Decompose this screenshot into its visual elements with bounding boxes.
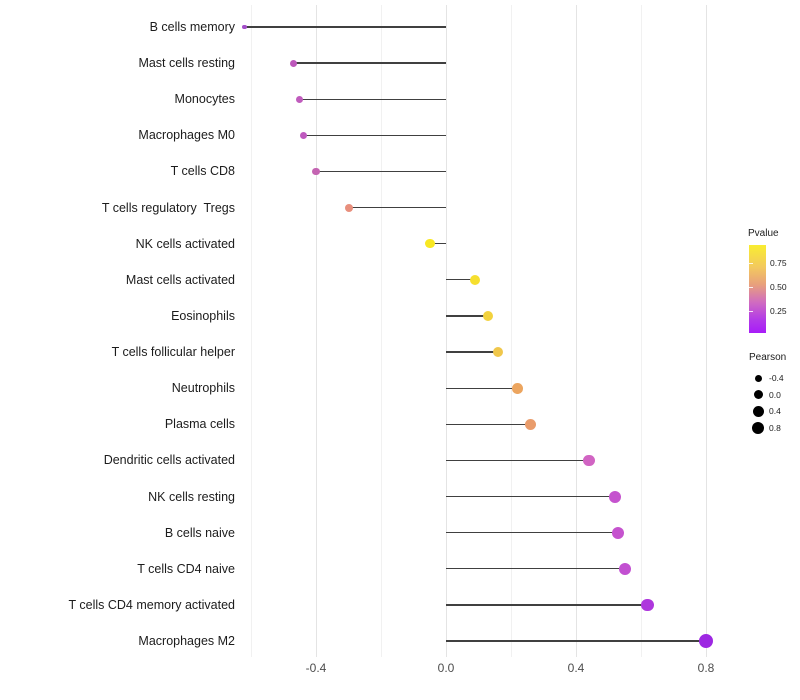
gridline-major xyxy=(316,5,317,657)
lollipop-dot xyxy=(299,131,307,139)
category-label: Mast cells activated xyxy=(125,272,235,287)
lollipop-stem xyxy=(429,243,446,245)
lollipop-stem xyxy=(446,351,498,353)
pearson-size-dot xyxy=(754,374,762,382)
lollipop-stem xyxy=(446,604,648,606)
lollipop-stem xyxy=(446,495,615,498)
lollipop-dot xyxy=(483,310,494,322)
category-label: B cells naive xyxy=(164,525,235,540)
pvalue-legend: Pvalue 0.75 0.50 0.25 xyxy=(748,228,787,333)
pvalue-tick-label: 0.75 xyxy=(770,257,787,268)
gridline-minor xyxy=(381,5,382,657)
x-tick-label: 0.8 xyxy=(697,661,715,675)
category-label: Dendritic cells activated xyxy=(103,453,235,468)
pvalue-tick-mark xyxy=(749,262,753,264)
lollipop-stem xyxy=(446,459,589,462)
gridline-minor xyxy=(511,5,512,657)
lollipop-stem xyxy=(293,62,446,64)
lollipop-dot xyxy=(312,167,320,176)
pvalue-tick-mark xyxy=(749,311,753,312)
gridline-minor xyxy=(251,5,252,657)
category-label: Neutrophils xyxy=(171,381,235,396)
pearson-legend-title: Pearson xyxy=(749,352,787,363)
lollipop-stem xyxy=(348,206,446,209)
lollipop-dot xyxy=(296,95,304,103)
lollipop-stem xyxy=(446,423,531,425)
category-label: Eosinophils xyxy=(171,308,235,323)
pvalue-legend-title: Pvalue xyxy=(748,228,779,239)
lollipop-dot xyxy=(641,598,654,612)
pvalue-colorbar xyxy=(749,245,766,333)
pearson-size-label: -0.4 xyxy=(769,373,784,383)
gridline-major xyxy=(706,5,707,657)
pearson-size-label: 0.0 xyxy=(769,389,781,400)
category-label: Monocytes xyxy=(174,92,235,107)
category-label: Macrophages M2 xyxy=(138,634,235,649)
lollipop-dot xyxy=(583,454,595,467)
lollipop-dot xyxy=(612,526,625,539)
lollipop-stem xyxy=(446,387,518,389)
category-label: Macrophages M0 xyxy=(138,128,235,143)
lollipop-dot xyxy=(289,59,297,67)
lollipop-dot xyxy=(609,490,621,503)
lollipop-dot xyxy=(512,382,523,394)
lollipop-stem xyxy=(446,640,706,642)
lollipop-dot xyxy=(425,238,435,249)
x-tick-label: 0.4 xyxy=(567,661,585,675)
pvalue-tick-label: 0.50 xyxy=(770,282,787,293)
lollipop-dot xyxy=(525,418,536,430)
pearson-size-label: 0.4 xyxy=(769,406,781,417)
lollipop-stem xyxy=(446,315,489,317)
lollipop-stem xyxy=(446,279,476,281)
lollipop-stem xyxy=(316,170,446,173)
x-tick-label: 0.0 xyxy=(437,661,455,675)
category-label: T cells CD4 memory activated xyxy=(68,597,236,612)
category-label: T cells CD8 xyxy=(170,164,235,179)
lollipop-stem xyxy=(446,568,625,570)
lollipop-stem xyxy=(244,26,446,28)
gridline-major xyxy=(576,5,577,657)
category-label: T cells follicular helper xyxy=(111,345,235,360)
pvalue-tick-label: 0.25 xyxy=(770,306,787,316)
gridline-major xyxy=(446,5,447,657)
pvalue-tick-mark xyxy=(749,287,753,289)
category-label: NK cells resting xyxy=(148,489,235,504)
lollipop-dot xyxy=(470,274,481,285)
lollipop-stem xyxy=(299,98,446,100)
pearson-size-dot xyxy=(751,421,765,435)
pearson-size-label: 0.8 xyxy=(769,422,781,433)
lollipop-stem xyxy=(446,532,619,534)
category-label: B cells memory xyxy=(149,20,235,34)
category-label: T cells regulatory Tregs xyxy=(101,200,235,215)
category-label: Plasma cells xyxy=(164,417,235,432)
category-label: T cells CD4 naive xyxy=(137,561,235,576)
lollipop-dot xyxy=(242,24,247,30)
category-label: Mast cells resting xyxy=(138,56,235,71)
lollipop-stem xyxy=(303,134,446,136)
gridline-minor xyxy=(641,5,642,657)
pearson-size-dot xyxy=(753,390,763,400)
lollipop-dot xyxy=(618,562,631,575)
pearson-size-dot xyxy=(752,405,764,417)
lollipop-dot xyxy=(699,634,713,649)
category-label: NK cells activated xyxy=(135,236,235,251)
lollipop-dot xyxy=(344,203,353,212)
lollipop-dot xyxy=(492,346,504,358)
pearson-legend: Pearson -0.4 0.0 0.4 0.8 xyxy=(749,352,787,435)
x-tick-label: -0.4 xyxy=(305,661,327,675)
